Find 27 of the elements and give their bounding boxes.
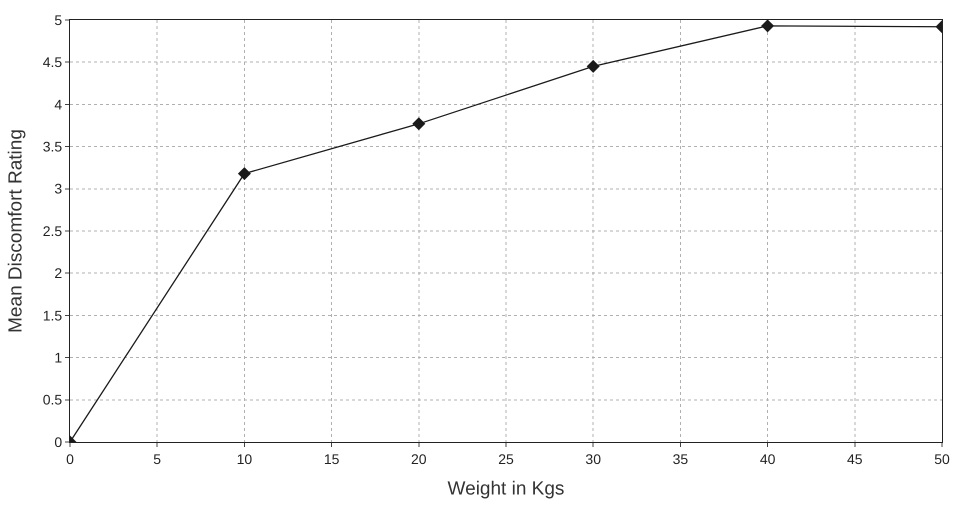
line-series (70, 20, 942, 442)
x-tick-label: 5 (153, 450, 162, 467)
x-tick-label: 50 (934, 450, 950, 467)
y-tick-label: 2 (54, 265, 62, 282)
y-tick-label: 2.5 (42, 222, 62, 239)
x-tick-label: 0 (66, 450, 74, 467)
y-tick-label: 0.5 (42, 392, 62, 408)
y-axis-title: Mean Discomfort Rating (6, 129, 27, 333)
y-tick-label: 5 (54, 12, 62, 28)
point (586, 60, 600, 73)
y-tick-label: 0 (54, 434, 62, 450)
y-tick-label: 3 (54, 180, 62, 197)
y-tick-label: 3.5 (42, 138, 62, 154)
x-tick-label: 35 (672, 450, 688, 467)
y-tick-label: 1.5 (42, 307, 62, 324)
x-tick-label: 40 (760, 450, 776, 467)
x-tick-label: 45 (847, 450, 863, 467)
x-axis-title: Weight in Kgs (448, 478, 564, 500)
point (412, 117, 426, 130)
x-tick-label: 30 (585, 450, 602, 467)
y-tick-label: 4 (54, 96, 62, 112)
x-tick-label: 15 (324, 450, 340, 467)
x-tick-label: 20 (411, 450, 427, 467)
x-tick-label: 10 (236, 450, 252, 467)
y-tick-label: 4.5 (42, 54, 62, 70)
x-tick-label: 25 (498, 450, 514, 467)
y-tick-label: 1 (54, 350, 62, 366)
